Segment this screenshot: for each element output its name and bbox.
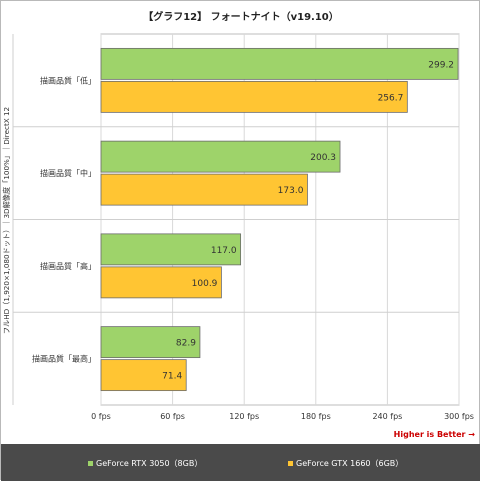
value-label-s0-c1: 200.3 [310, 153, 336, 163]
bar-s0-c2 [100, 233, 242, 266]
bar-s0-c3 [100, 326, 201, 359]
higher-is-better-annotation: Higher is Better → [394, 430, 476, 439]
value-label-s0-c2: 117.0 [211, 246, 237, 256]
legend: GeForce RTX 3050（8GB） GeForce GTX 1660（6… [1, 444, 480, 481]
legend-item-rtx3050: GeForce RTX 3050（8GB） [88, 458, 202, 469]
value-label-s0-c0: 299.2 [428, 60, 454, 70]
x-tick-label-2: 120 fps [229, 412, 259, 421]
category-label-3: 描画品質「最高」 [32, 354, 96, 364]
value-label-s0-c3: 82.9 [176, 339, 196, 349]
value-label-s1-c2: 100.9 [192, 279, 218, 289]
legend-swatch-rtx3050 [88, 461, 93, 466]
bar-s0-c1 [100, 140, 341, 173]
category-label-1: 描画品質「中」 [40, 168, 96, 178]
bar-s1-c3 [100, 359, 187, 392]
x-tick-label-5: 300 fps [444, 412, 474, 421]
legend-item-gtx1660: GeForce GTX 1660（6GB） [288, 458, 403, 469]
legend-label-rtx3050: GeForce RTX 3050（8GB） [96, 459, 203, 468]
bar-s1-c1 [100, 173, 308, 206]
chart-title: 【グラフ12】 フォートナイト（v19.10） [143, 10, 339, 23]
x-tick-label-3: 180 fps [301, 412, 331, 421]
bar-s1-c0 [100, 80, 408, 113]
x-tick-label-1: 60 fps [160, 412, 185, 421]
bar-s1-c2 [100, 266, 222, 299]
x-tick-label-4: 240 fps [372, 412, 402, 421]
value-label-s1-c0: 256.7 [378, 93, 404, 103]
legend-label-gtx1660: GeForce GTX 1660（6GB） [296, 459, 404, 468]
bar-s0-c0 [100, 47, 459, 80]
value-label-s1-c3: 71.4 [162, 372, 182, 382]
value-label-s1-c1: 173.0 [278, 186, 304, 196]
y-axis-label: フルHD（1,920×1,080ドット）｜3D解像度「100%」｜DirectX… [2, 107, 11, 334]
legend-swatch-gtx1660 [288, 461, 293, 466]
category-label-2: 描画品質「高」 [40, 261, 96, 271]
x-tick-label-0: 0 fps [91, 412, 111, 421]
category-label-0: 描画品質「低」 [40, 75, 96, 85]
